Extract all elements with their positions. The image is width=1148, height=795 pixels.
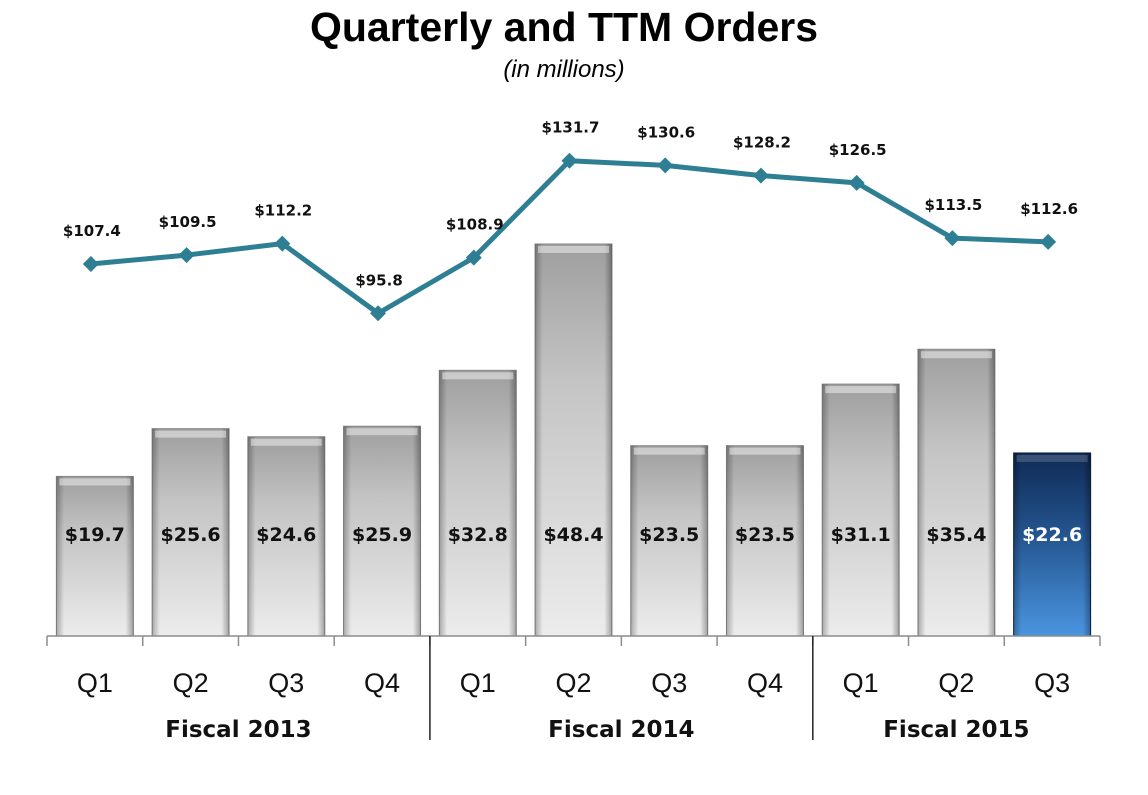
x-tick-label: Q1 [77, 668, 113, 698]
bar-value-label: $23.5 [639, 524, 699, 546]
bar-top-highlight [346, 428, 418, 436]
bar-value-label: $22.6 [1022, 524, 1082, 546]
ttm-value-label: $109.5 [159, 213, 217, 231]
bar-top-highlight [250, 438, 322, 446]
x-tick-label: Q2 [173, 668, 209, 698]
bar-top-highlight [442, 372, 514, 380]
ttm-value-label: $112.2 [254, 202, 312, 220]
bar-top-highlight [538, 245, 609, 253]
x-tick-label: Q4 [364, 668, 400, 698]
bar-top-highlight [825, 386, 897, 394]
bar-shade [917, 349, 995, 636]
x-tick-label: Q1 [460, 668, 496, 698]
bar-top-highlight [1016, 454, 1088, 462]
group-label: Fiscal 2014 [548, 717, 694, 743]
bar-value-label: $25.9 [352, 524, 412, 546]
bar-top-highlight [633, 447, 705, 455]
bar-shade [822, 384, 900, 636]
ttm-marker [848, 174, 865, 191]
chart-subtitle: (in millions) [503, 56, 625, 83]
ttm-marker [370, 305, 387, 322]
bar-shade [247, 436, 325, 636]
group-label: Fiscal 2013 [165, 717, 311, 743]
x-tick-label: Q1 [843, 668, 879, 698]
bar-shade [439, 370, 517, 636]
bar-shade [56, 476, 134, 636]
x-tick-label: Q3 [268, 668, 304, 698]
ttm-marker [657, 157, 674, 174]
ttm-value-label: $95.8 [355, 271, 402, 289]
bar-shade [343, 426, 421, 636]
chart-title: Quarterly and TTM Orders [309, 4, 819, 50]
bar-value-label: $48.4 [543, 524, 603, 546]
bar-value-label: $19.7 [65, 524, 125, 546]
bar-top-highlight [920, 351, 992, 359]
ttm-marker [178, 247, 195, 264]
ttm-value-label: $107.4 [63, 222, 121, 240]
bar-shade [726, 445, 804, 636]
bar-top-highlight [155, 430, 227, 438]
x-tick-label: Q2 [938, 668, 974, 698]
ttm-value-label: $128.2 [733, 134, 791, 152]
bar-top-highlight [59, 478, 131, 486]
bar-shade [535, 243, 612, 636]
bar-value-label: $24.6 [256, 524, 316, 546]
bar-value-label: $35.4 [926, 524, 986, 546]
ttm-marker [82, 256, 99, 272]
bar-shade [1013, 452, 1091, 636]
ttm-marker [944, 230, 961, 247]
ttm-value-label: $108.9 [446, 216, 504, 234]
ttm-marker [465, 249, 482, 266]
ttm-value-label: $112.6 [1020, 200, 1078, 218]
x-tick-label: Q3 [1034, 668, 1070, 698]
bar-value-label: $25.6 [161, 524, 221, 546]
bar-top-highlight [729, 447, 801, 455]
bar-value-label: $32.8 [448, 524, 508, 546]
ttm-value-label: $130.6 [637, 123, 695, 141]
ttm-value-label: $113.5 [924, 196, 982, 214]
x-tick-label: Q2 [555, 668, 591, 698]
ttm-value-label: $126.5 [829, 141, 887, 159]
bar-shade [630, 445, 708, 636]
ttm-marker [561, 152, 578, 169]
bar-shade [152, 428, 230, 636]
x-tick-label: Q4 [747, 668, 783, 698]
x-tick-label: Q3 [651, 668, 687, 698]
ttm-marker [752, 167, 769, 184]
bar-value-label: $31.1 [831, 524, 891, 546]
ttm-marker [1040, 233, 1057, 250]
ttm-value-label: $131.7 [542, 119, 600, 137]
group-label: Fiscal 2015 [883, 717, 1029, 743]
bar-value-label: $23.5 [735, 524, 795, 546]
ttm-marker [274, 235, 291, 252]
